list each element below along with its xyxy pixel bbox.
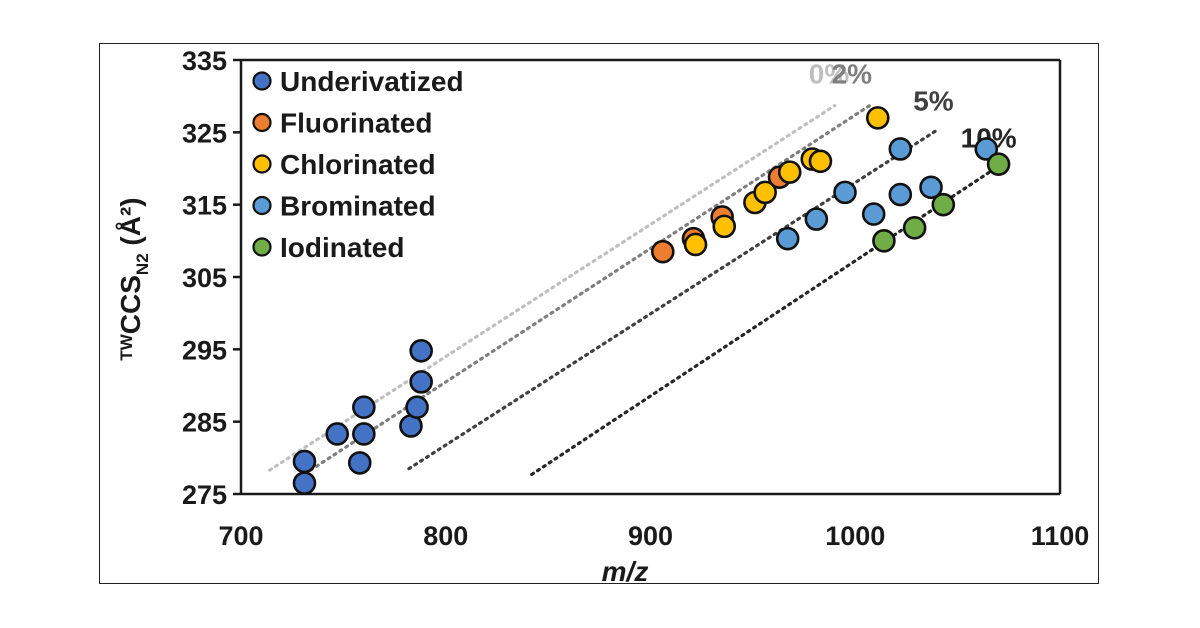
point-chlorinated xyxy=(865,106,890,130)
y-axis-label: TWCCSN2 (Å²) xyxy=(115,197,152,360)
y-tick-label: 285 xyxy=(182,408,227,438)
y-tick-label: 325 xyxy=(182,118,227,148)
x-tick-label: 1000 xyxy=(825,521,885,551)
x-tick-label: 700 xyxy=(218,521,263,551)
legend-label: Iodinated xyxy=(280,232,404,263)
point-brominated xyxy=(888,182,913,207)
y-tick-label: 335 xyxy=(182,46,227,76)
chart-frame: 700 800 900 1000 1100 275 285 295 305 315 325 335 … xyxy=(99,43,1099,585)
point-chlorinated xyxy=(712,214,737,239)
point-chlorinated xyxy=(808,149,833,174)
legend: Underivatized Fluorinated Chlorinated Bromi… xyxy=(252,66,464,263)
legend-marker xyxy=(252,112,272,133)
point-brominated xyxy=(804,207,829,231)
point-underivatized xyxy=(325,422,350,446)
point-brominated xyxy=(833,180,857,205)
point-brominated xyxy=(888,137,913,161)
y-tick-label: 315 xyxy=(182,191,227,221)
x-axis-label: m/z xyxy=(602,556,649,585)
point-chlorinated xyxy=(753,180,777,205)
trendline-label: 0% xyxy=(809,59,850,90)
point-iodinated xyxy=(986,152,1011,176)
trendline-label: 2% xyxy=(832,59,873,90)
legend-marker xyxy=(252,195,272,216)
y-tick-label: 275 xyxy=(182,480,227,510)
legend-marker xyxy=(252,71,272,91)
x-tick-label: 800 xyxy=(423,521,468,551)
point-iodinated xyxy=(872,229,896,253)
y-axis-label-suffix: (Å²) xyxy=(115,197,146,253)
y-tick-labels: 275 285 295 305 315 325 335 xyxy=(182,46,241,510)
legend-label: Chlorinated xyxy=(280,149,436,180)
x-tick-label: 1100 xyxy=(1031,521,1090,551)
point-chlorinated xyxy=(683,232,708,257)
trendline-5pct xyxy=(407,127,941,471)
legend-label: Underivatized xyxy=(280,66,464,97)
point-underivatized xyxy=(352,422,376,446)
point-chlorinated xyxy=(777,160,802,184)
point-iodinated xyxy=(931,192,956,217)
point-underivatized xyxy=(409,370,433,394)
trendline-10pct xyxy=(530,161,1005,477)
point-brominated xyxy=(919,175,943,200)
point-underivatized xyxy=(409,338,433,363)
legend-label: Brominated xyxy=(280,191,436,222)
point-brominated xyxy=(974,137,999,161)
y-axis-label-main: CCS xyxy=(115,275,146,334)
point-fluorinated xyxy=(650,239,675,264)
legend-label: Fluorinated xyxy=(280,108,432,139)
trendline-label: 5% xyxy=(913,86,954,117)
point-iodinated xyxy=(902,216,927,240)
y-tick-label: 295 xyxy=(182,335,227,365)
point-underivatized xyxy=(292,471,317,495)
x-tick-labels: 700 800 900 1000 1100 xyxy=(218,521,1089,551)
legend-marker xyxy=(252,237,272,257)
point-brominated xyxy=(861,202,886,226)
data-points xyxy=(292,106,1011,495)
point-underivatized xyxy=(347,451,372,475)
x-tick-label: 900 xyxy=(628,521,673,551)
y-axis-label-prefix: TW xyxy=(117,333,136,360)
y-axis-label-sub: N2 xyxy=(133,253,152,275)
point-underivatized xyxy=(405,395,429,420)
point-brominated xyxy=(775,226,800,251)
point-underivatized xyxy=(292,449,317,474)
y-tick-label: 305 xyxy=(182,263,227,293)
scatter-chart: 700 800 900 1000 1100 275285295305315325335 … xyxy=(115,46,1089,585)
point-underivatized xyxy=(352,395,376,420)
legend-marker xyxy=(252,154,272,174)
